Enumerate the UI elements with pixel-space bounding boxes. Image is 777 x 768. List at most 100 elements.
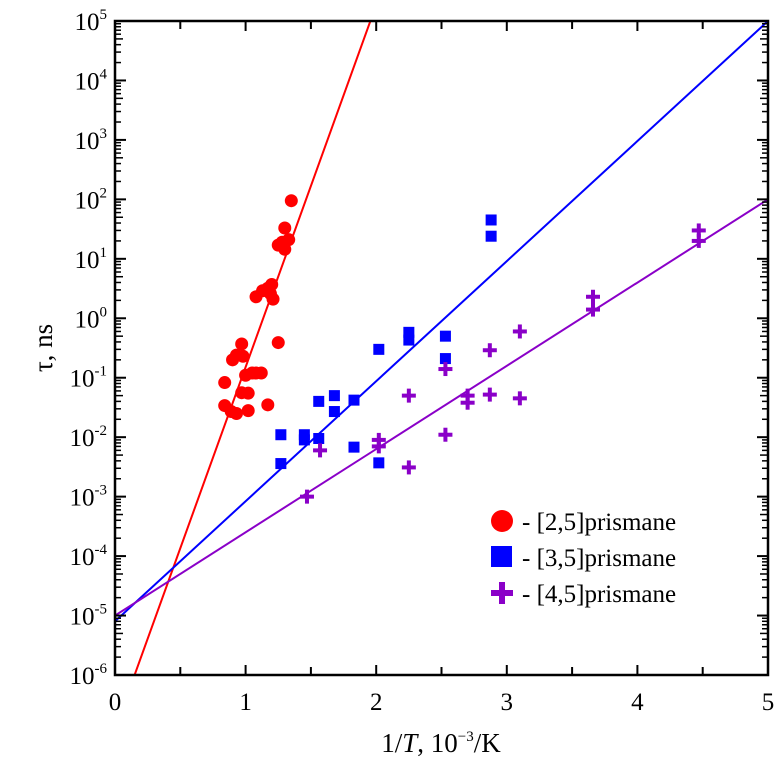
data-point [373, 457, 385, 469]
data-point [691, 223, 706, 238]
legend-circle-icon [491, 510, 513, 532]
plus-v [499, 582, 505, 604]
y-tick-label: 10-4 [70, 542, 108, 571]
data-point [241, 404, 255, 418]
data-point [373, 343, 385, 355]
y-tick-base: 10 [70, 663, 95, 690]
fit-line-45prismane [115, 198, 768, 617]
y-tick-label: 10-5 [70, 602, 108, 631]
x-tick-label: 4 [631, 689, 644, 716]
plus-v [487, 343, 492, 358]
data-point [460, 388, 475, 403]
y-tick-exponent: 2 [100, 185, 108, 201]
y-tick-base: 10 [75, 68, 100, 95]
y-tick-label: 10-1 [70, 364, 108, 393]
fit-line-25prismane [133, 21, 372, 675]
data-point [439, 353, 451, 365]
y-axis-title: τ, ns [28, 324, 58, 372]
data-point [691, 233, 706, 248]
data-point [460, 395, 475, 410]
y-tick-base: 10 [70, 604, 95, 631]
y-tick-label: 102 [75, 185, 108, 214]
series-35prismane [275, 214, 497, 470]
y-tick-base: 10 [75, 9, 100, 36]
data-point [585, 289, 600, 304]
data-point [266, 292, 280, 306]
fit-lines [115, 21, 768, 675]
x-title-italic: T [402, 728, 419, 758]
legend-square-icon [491, 546, 512, 567]
y-tick-base: 10 [75, 128, 100, 155]
data-point [299, 489, 314, 504]
data-point [313, 395, 325, 407]
data-point [328, 406, 340, 418]
data-point [485, 214, 497, 226]
data-markers [218, 194, 706, 504]
plus-v [517, 391, 522, 406]
y-tick-exponent: -5 [95, 602, 108, 618]
data-point [438, 362, 453, 377]
data-point [403, 334, 415, 346]
data-point [313, 443, 328, 458]
data-point [403, 326, 415, 338]
y-tick-exponent: -4 [95, 542, 108, 558]
plus-v [696, 223, 701, 238]
y-tick-base: 10 [75, 247, 100, 274]
y-tick-label: 105 [75, 7, 108, 36]
x-title-pre: 1/ [381, 728, 403, 758]
plot-frame [113, 19, 770, 677]
y-tick-base: 10 [70, 544, 95, 571]
data-point [241, 386, 255, 400]
legend-item: - [2,5]prismane [491, 509, 676, 536]
x-title-post: , 10 [417, 728, 458, 758]
data-point [313, 433, 325, 445]
y-tick-base: 10 [70, 366, 95, 393]
y-tick-label: 10-6 [70, 661, 108, 690]
data-point [482, 343, 497, 358]
data-point [439, 330, 451, 342]
plus-v [443, 427, 448, 442]
plus-v [487, 387, 492, 402]
legend-label: - [2,5]prismane [522, 509, 676, 536]
fit-line-35prismane [115, 21, 768, 623]
data-point [585, 302, 600, 317]
data-point [482, 387, 497, 402]
x-tick-label: 3 [501, 689, 514, 716]
plus-v [406, 388, 411, 403]
data-point [348, 441, 360, 453]
plus-v [696, 233, 701, 248]
y-tick-label: 100 [75, 304, 108, 333]
y-tick-exponent: -3 [95, 483, 108, 499]
axes [113, 19, 770, 677]
data-point [236, 349, 250, 363]
y-tick-label: 10-2 [70, 423, 108, 452]
y-tick-base: 10 [70, 425, 95, 452]
x-axis-title: 1/T, 10−3/K [381, 728, 501, 758]
plus-v [318, 443, 323, 458]
data-point [278, 242, 292, 256]
data-point [254, 366, 268, 380]
x-tick-label: 2 [370, 689, 383, 716]
plus-v [517, 324, 522, 339]
x-tick-label: 5 [762, 689, 775, 716]
data-point [401, 460, 416, 475]
data-point [275, 429, 287, 441]
legend-label: - [3,5]prismane [522, 545, 676, 572]
y-tick-exponent: 0 [100, 304, 108, 320]
data-point [275, 458, 287, 470]
x-title-sup: −3 [458, 729, 474, 745]
y-tick-base: 10 [70, 485, 95, 512]
data-point [249, 290, 263, 304]
series-25prismane [218, 194, 298, 421]
legend-item: - [3,5]prismane [491, 545, 676, 572]
tick-labels: 0 1 2 3 4 510-610-510-410-310-210-11001011021… [70, 7, 775, 716]
data-point [239, 368, 253, 382]
data-point [371, 439, 386, 454]
x-tick-label: 1 [239, 689, 252, 716]
axis-ticks [114, 20, 769, 676]
legend: - [2,5]prismane - [3,5]prismane - [4,5]pri… [491, 509, 676, 608]
data-point [218, 376, 232, 390]
x-title-tail: /K [474, 728, 502, 758]
data-point [348, 394, 360, 406]
